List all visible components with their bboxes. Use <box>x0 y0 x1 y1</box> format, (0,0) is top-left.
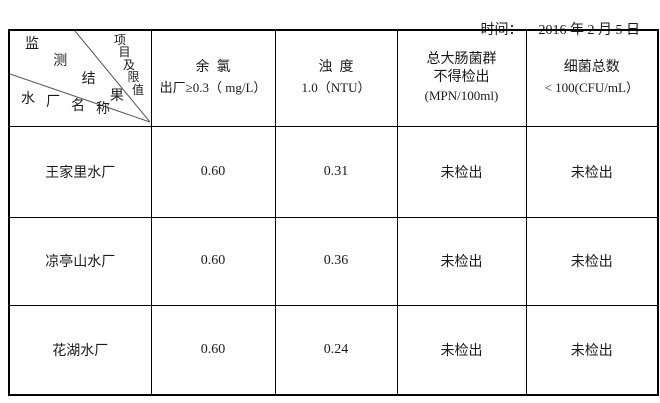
col-header-turbidity: 浊 度 1.0（NTU） <box>274 29 398 127</box>
corner-char: 称 <box>96 102 110 118</box>
turbidity-value-cell: 0.36 <box>274 216 398 306</box>
col-header-bacteria-limit: < 100(CFU/mL） <box>544 80 639 96</box>
col-header-chlorine-limit: 出厂≥0.3（ mg/L） <box>159 80 267 96</box>
header-row: 监测结果 项目及限值水厂名称 余 氯 出厂≥0.3（ mg/L） 浊 度 1.0（… <box>8 29 659 127</box>
col-header-coliform-name: 总大肠菌群 <box>426 52 497 68</box>
bacteria-value-cell: 未检出 <box>525 216 659 306</box>
corner-char: 限 <box>127 70 140 85</box>
col-header-chlorine: 余 氯 出厂≥0.3（ mg/L） <box>150 29 276 127</box>
turbidity-value-cell: 0.31 <box>274 125 398 218</box>
col-header-coliform: 总大肠菌群 不得检出 (MPN/100ml) <box>396 29 527 127</box>
corner-char: 监 <box>25 37 39 52</box>
col-header-coliform-limit: 不得检出 <box>433 70 490 86</box>
coliform-value-cell: 未检出 <box>396 216 527 306</box>
chlorine-value-cell: 0.60 <box>150 125 276 218</box>
col-header-bacteria-name: 细菌总数 <box>563 60 620 76</box>
coliform-value-cell: 未检出 <box>396 304 527 396</box>
corner-char: 及 <box>123 57 136 72</box>
bacteria-value-cell: 未检出 <box>525 125 659 218</box>
col-header-turbidity-name: 浊 度 <box>318 60 354 76</box>
chlorine-value-cell: 0.60 <box>150 304 276 396</box>
corner-char: 结 <box>81 71 96 87</box>
table-row: 凉亭山水厂 0.60 0.36 未检出 未检出 <box>8 216 659 306</box>
table-row: 花湖水厂 0.60 0.24 未检出 未检出 <box>8 304 659 396</box>
col-header-bacteria: 细菌总数 < 100(CFU/mL） <box>525 29 659 127</box>
col-header-turbidity-limit: 1.0（NTU） <box>301 80 371 96</box>
corner-char: 水 <box>21 92 35 107</box>
col-header-chlorine-name: 余 氯 <box>195 60 231 76</box>
corner-char: 果 <box>109 88 124 104</box>
corner-cell-chars: 监测结果 项目及限值水厂名称 <box>10 31 150 125</box>
corner-char: 名 <box>71 98 85 114</box>
plant-name-cell: 凉亭山水厂 <box>8 216 152 306</box>
plant-name-cell: 花湖水厂 <box>8 304 152 396</box>
corner-char: 厂 <box>46 95 60 111</box>
turbidity-value-cell: 0.24 <box>274 304 398 396</box>
corner-char: 值 <box>132 82 145 97</box>
table-row: 王家里水厂 0.60 0.31 未检出 未检出 <box>8 125 659 218</box>
corner-char: 目 <box>118 45 131 60</box>
water-quality-table: 监测结果 项目及限值水厂名称 余 氯 出厂≥0.3（ mg/L） 浊 度 1.0（… <box>8 29 659 396</box>
corner-char: 测 <box>53 54 68 70</box>
corner-char: 项 <box>114 33 127 47</box>
diagonal-lines <box>10 31 150 123</box>
chlorine-value-cell: 0.60 <box>150 216 276 306</box>
plant-name-cell: 王家里水厂 <box>8 125 152 218</box>
corner-cell: 监测结果 项目及限值水厂名称 <box>8 29 152 127</box>
col-header-coliform-unit: (MPN/100ml) <box>424 88 499 104</box>
bacteria-value-cell: 未检出 <box>525 304 659 396</box>
coliform-value-cell: 未检出 <box>396 125 527 218</box>
